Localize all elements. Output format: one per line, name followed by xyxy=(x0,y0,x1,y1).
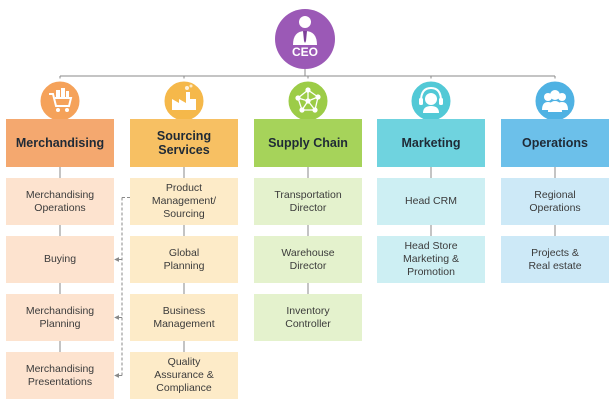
department-header[interactable]: Supply Chain xyxy=(268,136,348,150)
role-box[interactable] xyxy=(6,236,114,283)
role-label[interactable]: Projects & Real estate xyxy=(528,246,582,272)
role-label[interactable]: Product Management/ Sourcing xyxy=(151,182,217,220)
department-header-box[interactable] xyxy=(130,119,238,167)
role-box[interactable] xyxy=(254,294,362,341)
role-label[interactable]: Quality Assurance & Compliance xyxy=(154,356,214,394)
department-header-box[interactable] xyxy=(377,119,485,167)
role-label[interactable]: Buying xyxy=(43,253,77,265)
team-icon xyxy=(532,78,578,124)
role-box[interactable] xyxy=(377,178,485,225)
role-label[interactable]: Regional Operations xyxy=(529,188,581,214)
role-label[interactable]: Merchandising Operations xyxy=(25,188,95,214)
role-label[interactable]: Global Planning xyxy=(163,246,205,272)
department-boxes xyxy=(6,119,609,399)
headset-icon xyxy=(408,78,454,124)
role-box[interactable] xyxy=(130,178,238,225)
role-box[interactable] xyxy=(377,236,485,283)
department-header[interactable]: Merchandising xyxy=(15,136,105,150)
role-box[interactable] xyxy=(501,178,609,225)
ceo-node[interactable] xyxy=(275,9,335,69)
department-header[interactable]: Sourcing Services xyxy=(156,129,212,157)
department-header[interactable]: Operations xyxy=(522,136,588,150)
role-box[interactable] xyxy=(6,352,114,399)
role-label[interactable]: Head Store Marketing & Promotion xyxy=(402,240,460,278)
role-box[interactable] xyxy=(130,236,238,283)
role-label[interactable]: Merchandising Planning xyxy=(25,304,95,330)
role-box[interactable] xyxy=(501,236,609,283)
role-label[interactable]: Transportation Director xyxy=(274,188,342,214)
role-label[interactable]: Merchandising Presentations xyxy=(25,362,95,388)
role-label[interactable]: Business Management xyxy=(153,304,215,330)
department-header-box[interactable] xyxy=(501,119,609,167)
role-box[interactable] xyxy=(130,294,238,341)
role-box[interactable] xyxy=(6,178,114,225)
department-icons xyxy=(37,78,578,124)
department-header-box[interactable] xyxy=(6,119,114,167)
shopping-cart-icon xyxy=(37,78,83,124)
department-header-box[interactable] xyxy=(254,119,362,167)
role-label[interactable]: Warehouse Director xyxy=(281,246,335,272)
role-box[interactable] xyxy=(6,294,114,341)
ceo-label: CEO xyxy=(291,45,318,59)
department-header[interactable]: Marketing xyxy=(401,136,461,150)
businessman-icon xyxy=(293,16,317,45)
factory-icon xyxy=(161,78,207,124)
role-label[interactable]: Head CRM xyxy=(405,195,457,207)
network-icon xyxy=(285,78,331,124)
role-box[interactable] xyxy=(254,178,362,225)
role-label[interactable]: Inventory Controller xyxy=(285,304,331,330)
role-box[interactable] xyxy=(130,352,238,399)
role-box[interactable] xyxy=(254,236,362,283)
